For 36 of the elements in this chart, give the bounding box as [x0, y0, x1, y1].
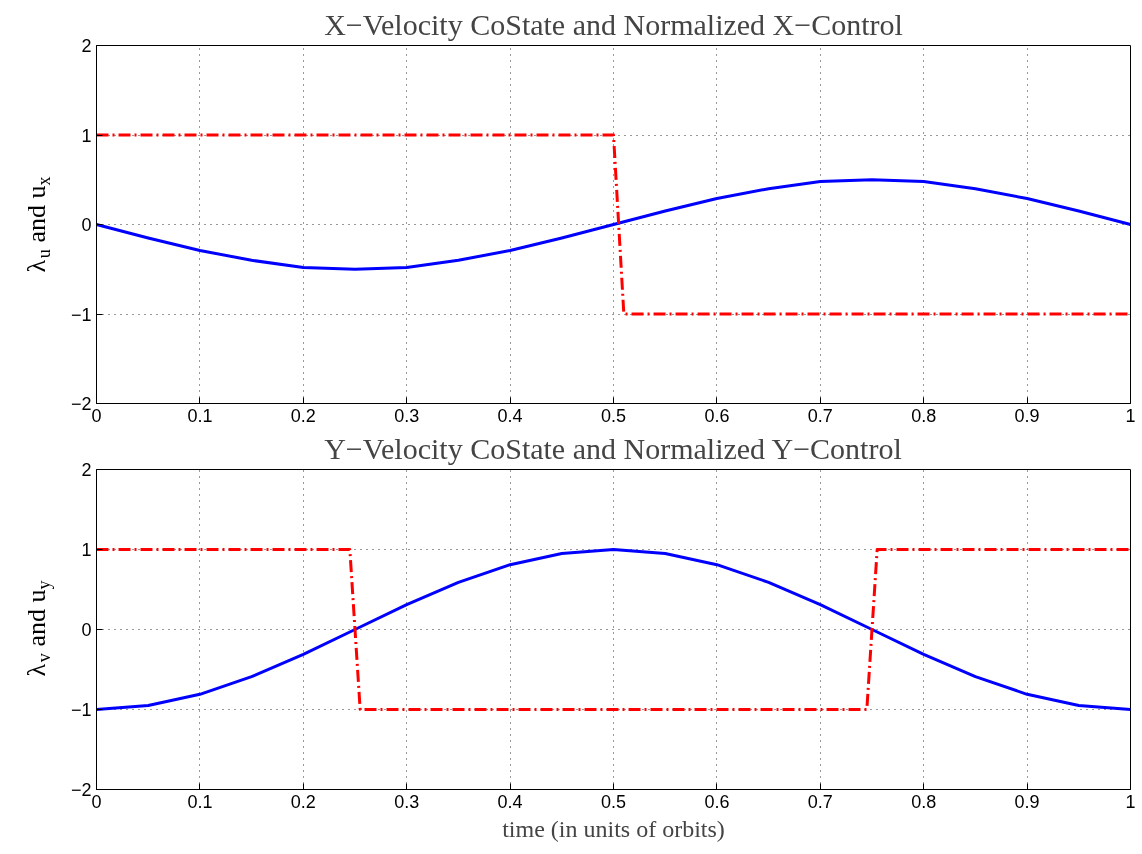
x-tick-label: 0.6 — [704, 405, 730, 426]
y-tick-label: 0 — [81, 620, 92, 640]
y-tick-label: 2 — [81, 460, 92, 480]
y-axis-title: λv and uy — [22, 580, 54, 677]
x-tick-label: 0.3 — [394, 405, 420, 426]
x-tick-label: 0.4 — [497, 791, 523, 812]
x-axis-title: time (in units of orbits) — [502, 815, 725, 842]
y-tick-label: −1 — [70, 700, 92, 720]
x-tick-label: 0.4 — [497, 405, 523, 426]
chart-title: X−Velocity CoState and Normalized X−Control — [324, 7, 903, 41]
x-tick-label: 0.8 — [911, 405, 937, 426]
x-tick-label: 0.5 — [600, 405, 627, 426]
x-tick-label: 0.2 — [290, 791, 316, 812]
y-tick-label: −2 — [70, 780, 92, 800]
x-tick-label: 0.9 — [1014, 405, 1040, 426]
x-tick-label: 0.1 — [187, 791, 213, 812]
y-axis-title: λu and ux — [22, 176, 54, 273]
x-tick-label: 1 — [1125, 405, 1136, 426]
x-tick-label: 0.5 — [600, 791, 627, 812]
chart-title: Y−Velocity CoState and Normalized Y−Control — [324, 431, 902, 465]
line-series — [96, 178, 1131, 271]
x-tick-label: 0.7 — [807, 405, 833, 426]
x-tick-label: 0.8 — [911, 791, 937, 812]
x-tick-label: 0.6 — [704, 791, 730, 812]
y-tick-label: −1 — [70, 304, 92, 325]
y-tick-label: −2 — [70, 394, 92, 414]
x-tick-label: 0.2 — [290, 405, 316, 426]
y-tick-label: 2 — [81, 36, 92, 56]
x-tick-label: 0.3 — [394, 791, 420, 812]
x-tick-label: 0.1 — [187, 405, 213, 426]
x-tick-label: 0.9 — [1014, 791, 1040, 812]
y-tick-label: 1 — [81, 125, 92, 146]
x-tick-label: 1 — [1125, 791, 1136, 812]
y-tick-label: 1 — [81, 540, 92, 560]
x-tick-label: 0.7 — [807, 791, 833, 812]
y-tick-label: 0 — [81, 215, 92, 235]
